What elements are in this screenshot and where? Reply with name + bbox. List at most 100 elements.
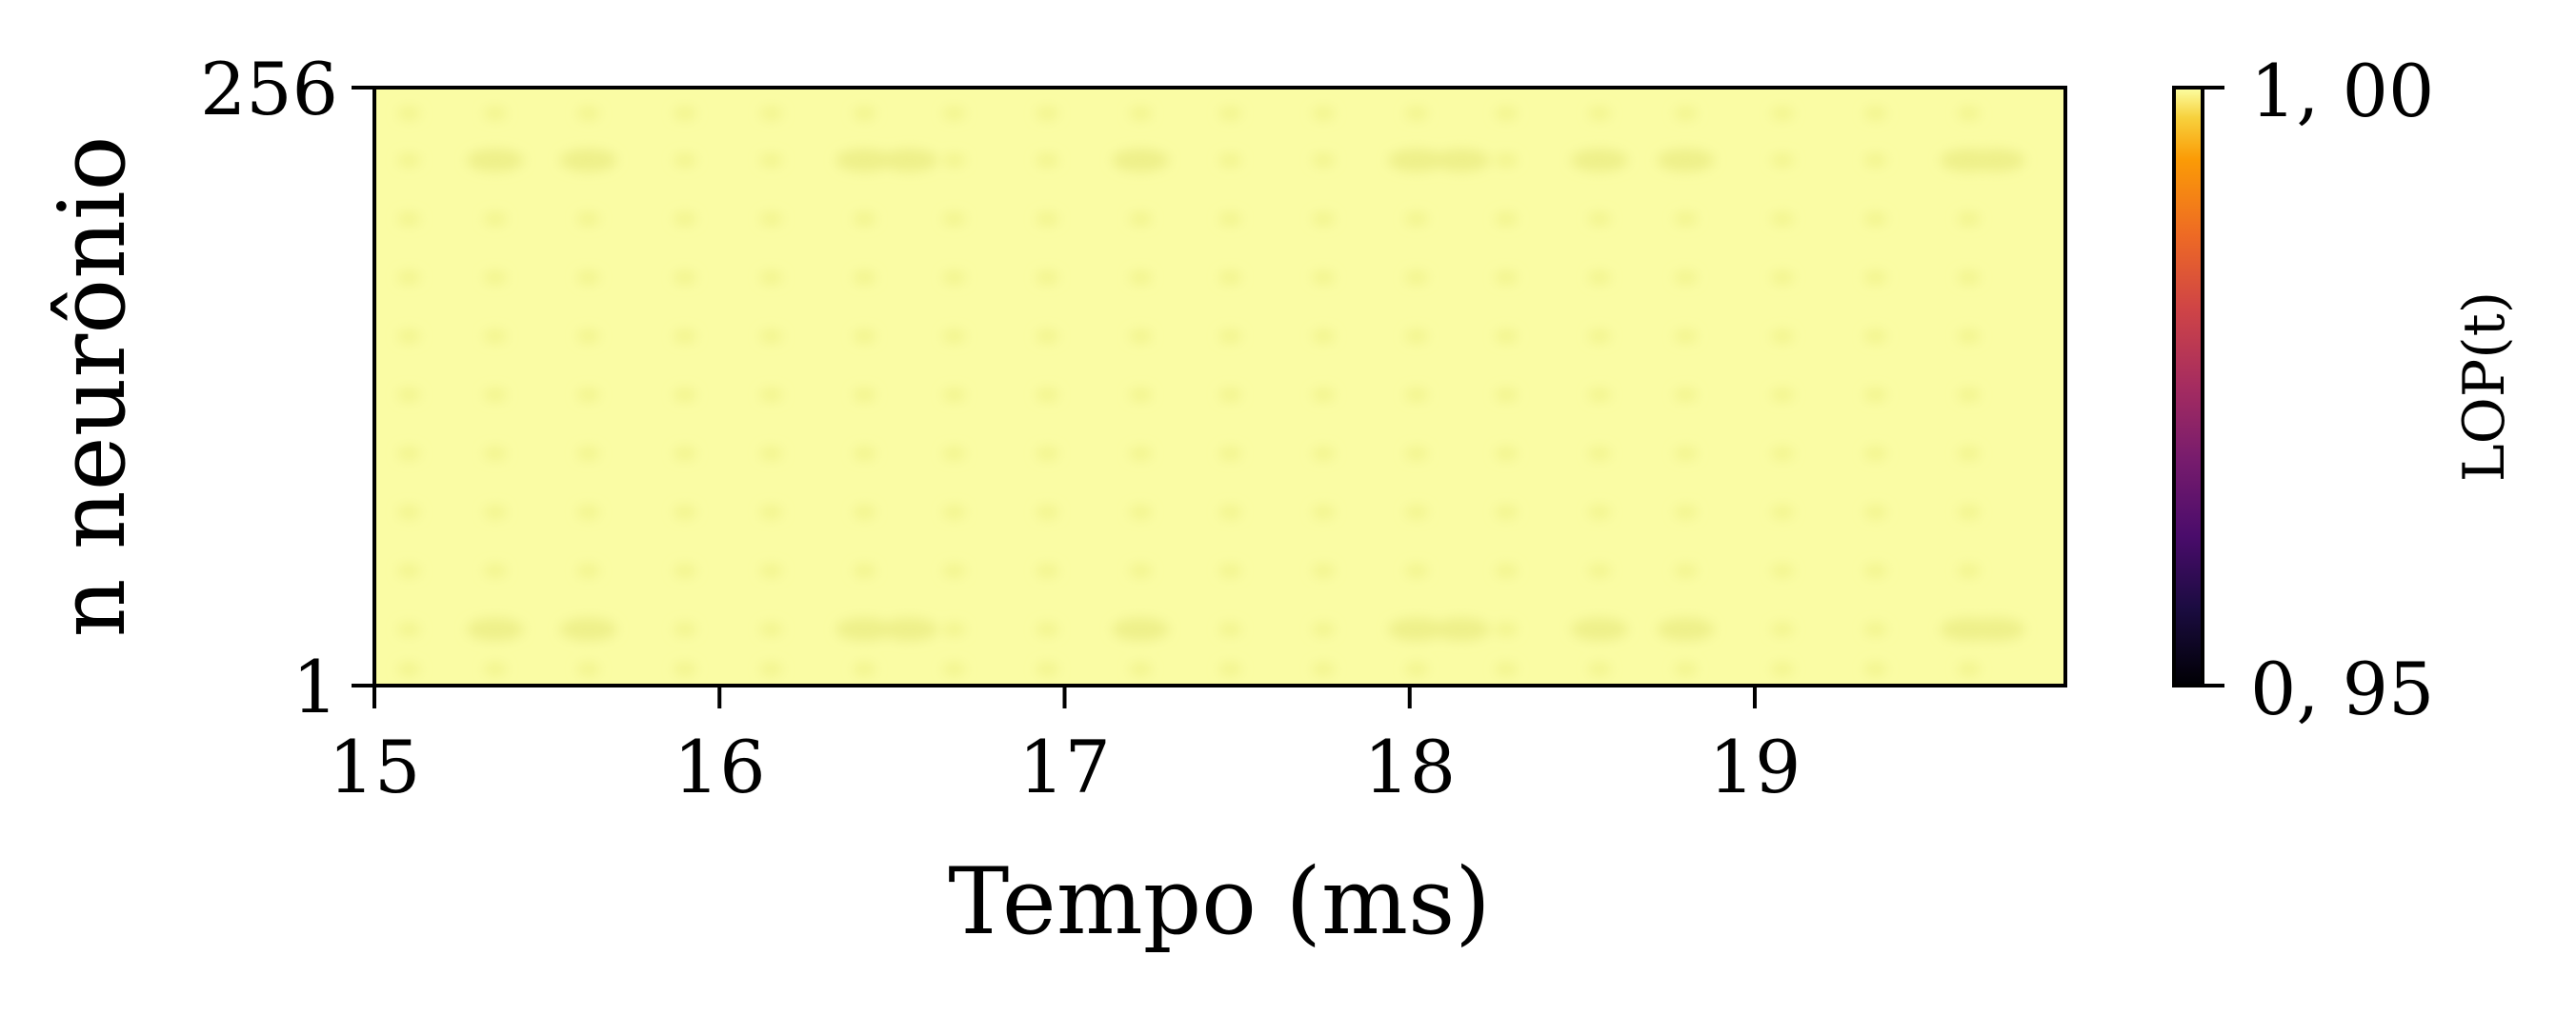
heatmap-cell	[1863, 270, 1887, 285]
heatmap-cell	[1495, 505, 1519, 519]
heatmap-cell	[1587, 329, 1611, 344]
heatmap-cell	[397, 329, 421, 344]
heatmap-cell	[1587, 564, 1611, 578]
heatmap-cell	[483, 388, 507, 402]
x-axis-ticks: 15 16 17 18 19	[329, 686, 1801, 809]
heatmap-cell	[483, 329, 507, 344]
heatmap-cell	[1770, 153, 1794, 168]
heatmap-cell	[1770, 564, 1794, 578]
heatmap-cell	[1218, 329, 1242, 344]
heatmap-cell	[942, 505, 966, 519]
heatmap-cell-strong	[1967, 149, 2025, 172]
heatmap-cell	[942, 211, 966, 226]
heatmap-cell	[759, 505, 783, 519]
heatmap-cell	[759, 107, 783, 121]
heatmap-cell	[1957, 564, 1981, 578]
heatmap-cell-strong	[880, 617, 938, 641]
heatmap-cell	[1770, 505, 1794, 519]
colorbar-tick-label-bottom: 0, 95	[2250, 647, 2434, 731]
heatmap-cell	[1587, 662, 1611, 676]
heatmap-cell	[576, 107, 600, 121]
heatmap-cell	[1863, 447, 1887, 461]
x-tick-label: 16	[674, 725, 766, 809]
x-tick-label: 18	[1363, 725, 1456, 809]
heatmap-cell	[1674, 211, 1698, 226]
heatmap-cell	[674, 447, 697, 461]
heatmap-cell	[1957, 270, 1981, 285]
heatmap-cell-strong	[1570, 149, 1628, 172]
heatmap-cell-strong	[1387, 149, 1445, 172]
plot-frame	[372, 86, 2067, 687]
heatmap-cell	[1495, 153, 1519, 168]
heatmap-cell	[483, 505, 507, 519]
heatmap-cell	[853, 564, 876, 578]
heatmap-cell	[1218, 662, 1242, 676]
heatmap-cell	[576, 211, 600, 226]
heatmap-cell	[576, 564, 600, 578]
heatmap-cell	[1218, 564, 1242, 578]
heatmap-cell	[674, 388, 697, 402]
heatmap-cell	[1218, 505, 1242, 519]
heatmap-cell	[942, 388, 966, 402]
heatmap-cell	[942, 447, 966, 461]
heatmap-cell	[1863, 622, 1887, 636]
heatmap-cell	[1404, 270, 1428, 285]
x-axis-label: Tempo (ms)	[948, 848, 1490, 955]
heatmap-cell	[1674, 564, 1698, 578]
heatmap-cell	[576, 447, 600, 461]
heatmap-cell	[942, 564, 966, 578]
heatmap-cell	[674, 329, 697, 344]
heatmap-cell	[759, 622, 783, 636]
heatmap-cell	[674, 622, 697, 636]
heatmap-cell	[1495, 622, 1519, 636]
heatmap-cell	[674, 564, 697, 578]
heatmap-cell	[1674, 505, 1698, 519]
y-tick-label: 1	[292, 645, 338, 729]
heatmap-cell	[942, 329, 966, 344]
heatmap-cell	[1863, 662, 1887, 676]
heatmap-cell	[397, 564, 421, 578]
y-axis-label: n neurônio	[39, 136, 146, 638]
heatmap-cell	[397, 388, 421, 402]
heatmap-cell	[759, 211, 783, 226]
heatmap-cell	[1036, 447, 1059, 461]
heatmap-cell	[674, 505, 697, 519]
heatmap-cell-strong	[1387, 617, 1445, 641]
x-tick-label: 15	[329, 725, 421, 809]
heatmap-cell	[1674, 662, 1698, 676]
heatmap-cell	[1495, 107, 1519, 121]
heatmap-cell	[1129, 388, 1153, 402]
heatmap-cell	[1036, 211, 1059, 226]
heatmap-cell	[1218, 388, 1242, 402]
heatmap-cell	[1404, 447, 1428, 461]
heatmap-cell	[1218, 153, 1242, 168]
heatmap-cell	[853, 388, 876, 402]
heatmap-cell	[1770, 447, 1794, 461]
heatmap-cell	[1863, 505, 1887, 519]
heatmap-cell	[759, 447, 783, 461]
heatmap-cell	[1404, 505, 1428, 519]
heatmap-cell	[1218, 447, 1242, 461]
heatmap-cell	[1218, 622, 1242, 636]
heatmap-cell	[1036, 270, 1059, 285]
heatmap-cell	[1129, 505, 1153, 519]
heatmap-cell	[853, 505, 876, 519]
heatmap-cell	[483, 270, 507, 285]
heatmap-cell	[759, 388, 783, 402]
heatmap-cell	[853, 107, 876, 121]
heatmap-cell	[397, 622, 421, 636]
heatmap-cell	[1863, 388, 1887, 402]
heatmap-cell	[1495, 564, 1519, 578]
heatmap-cell	[397, 447, 421, 461]
heatmap-cell-strong	[835, 149, 894, 172]
heatmap-cells	[397, 107, 2025, 676]
heatmap-cell	[942, 153, 966, 168]
colorbar	[2172, 86, 2204, 687]
heatmap-cell	[1957, 107, 1981, 121]
heatmap-cell	[1770, 329, 1794, 344]
heatmap-cell	[1312, 107, 1336, 121]
heatmap-cell-strong	[1657, 617, 1715, 641]
heatmap-cell	[853, 211, 876, 226]
heatmap-cell-strong	[466, 149, 524, 172]
